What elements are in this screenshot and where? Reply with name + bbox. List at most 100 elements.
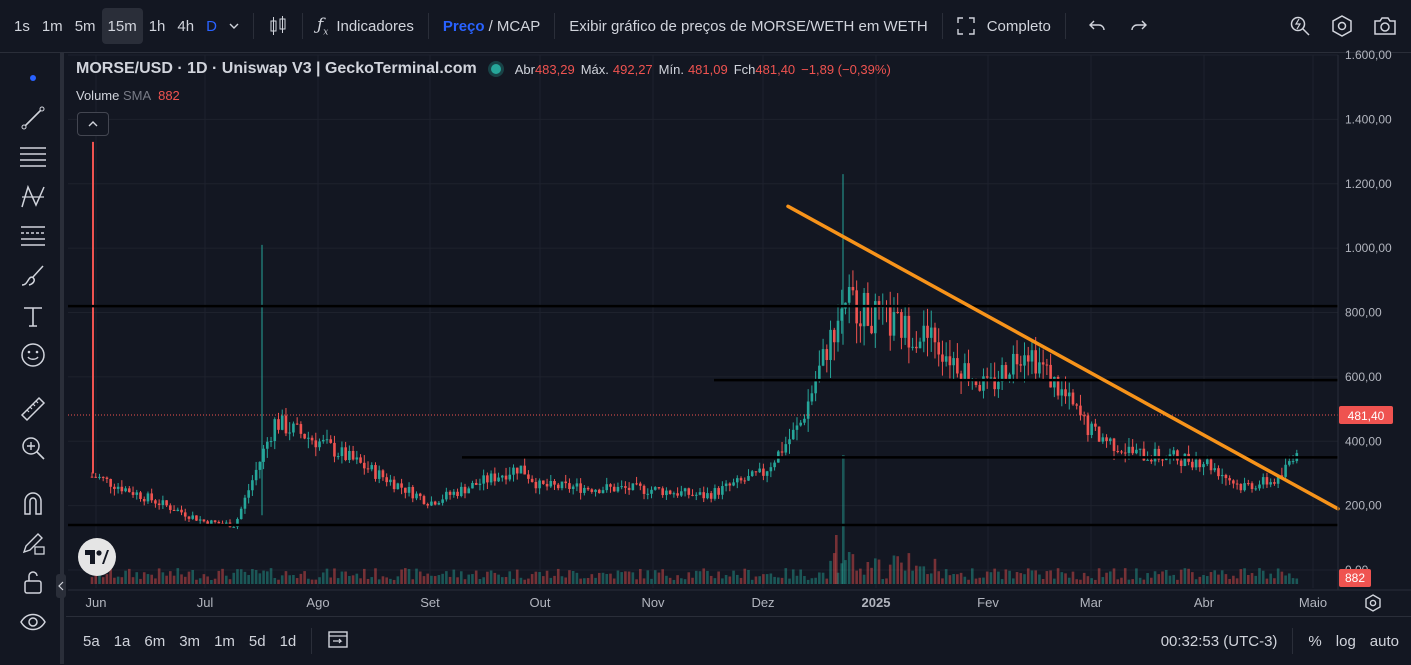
- candle-body: [1094, 423, 1097, 427]
- crosshair-icon[interactable]: [18, 63, 48, 93]
- redo-button[interactable]: [1120, 8, 1158, 44]
- log-toggle[interactable]: log: [1335, 632, 1356, 650]
- trendline-icon[interactable]: [18, 103, 48, 133]
- volume-bar: [918, 566, 922, 584]
- text-icon[interactable]: [18, 301, 48, 331]
- range-1m[interactable]: 1m: [214, 632, 235, 650]
- volume-bar: [128, 568, 131, 584]
- sidebar-collapse-handle[interactable]: [56, 574, 66, 598]
- candle-body: [1291, 461, 1295, 463]
- candle-body: [407, 487, 411, 493]
- volume-bar: [385, 577, 388, 584]
- auto-toggle[interactable]: auto: [1369, 632, 1399, 650]
- candle-body: [180, 509, 183, 513]
- volume-bar: [545, 570, 549, 584]
- candle-body: [217, 521, 221, 524]
- undo-icon: [1088, 20, 1105, 31]
- zoom-icon[interactable]: [18, 433, 48, 463]
- candle-body: [370, 465, 374, 470]
- volume-bar: [280, 575, 284, 584]
- candle-body: [1243, 483, 1246, 491]
- price-toggle[interactable]: Preço: [442, 17, 485, 35]
- indicators-button[interactable]: ƒx Indicadores: [311, 8, 420, 44]
- convert-weth-button[interactable]: Exibir gráfico de preços de MORSE/WETH e…: [569, 17, 928, 35]
- y-tick-label: 600,00: [1345, 370, 1382, 384]
- range-5d[interactable]: 5d: [248, 632, 266, 650]
- range-3m[interactable]: 3m: [179, 632, 201, 650]
- range-5y[interactable]: 5a: [83, 632, 100, 650]
- interval-dropdown-chevron-icon[interactable]: [223, 8, 245, 44]
- screenshot-button[interactable]: [1363, 8, 1411, 44]
- range-1d[interactable]: 1d: [279, 632, 297, 650]
- volume-bar: [948, 575, 952, 584]
- candle-body: [295, 423, 299, 425]
- tradingview-logo[interactable]: [78, 538, 116, 576]
- interval-1h[interactable]: 1h: [148, 17, 166, 35]
- volume-bar: [116, 576, 120, 584]
- undo-button[interactable]: [1074, 8, 1120, 44]
- candle-body: [732, 482, 735, 486]
- magnet-icon[interactable]: [18, 488, 48, 518]
- volume-bar: [493, 572, 497, 584]
- candle-body: [1194, 459, 1198, 468]
- symbol-title[interactable]: MORSE/USD · 1D · Uniswap V3 | GeckoTermi…: [76, 60, 477, 77]
- volume-bar: [963, 576, 967, 584]
- candle-body: [702, 492, 706, 499]
- fib-icon[interactable]: [18, 221, 48, 251]
- volume-bar: [724, 574, 728, 584]
- candle-body: [139, 492, 142, 499]
- lock-draw-icon[interactable]: [18, 528, 48, 558]
- candle-body: [799, 422, 802, 426]
- percent-toggle[interactable]: %: [1308, 632, 1322, 650]
- candle-body: [1247, 483, 1250, 485]
- candle-body: [750, 471, 754, 477]
- interval-1m[interactable]: 1m: [41, 17, 63, 35]
- emoji-icon[interactable]: [18, 340, 48, 370]
- interval-15m[interactable]: 15m: [101, 8, 143, 44]
- interval-d[interactable]: D: [206, 17, 217, 35]
- volume-bar: [243, 571, 247, 584]
- horizontal-lines-icon[interactable]: [18, 142, 48, 172]
- volume-label[interactable]: Volume: [76, 88, 120, 103]
- candle-body: [131, 492, 135, 495]
- candle-body: [814, 381, 817, 394]
- volume-bar: [847, 552, 851, 584]
- interval-1s[interactable]: 1s: [14, 17, 30, 35]
- clock-time[interactable]: 00:32:53 (UTC-3): [1160, 632, 1278, 650]
- brush-icon[interactable]: [18, 261, 48, 291]
- interval-5m[interactable]: 5m: [74, 17, 96, 35]
- fullscreen-button[interactable]: Completo: [951, 8, 1057, 44]
- candle-body: [1213, 468, 1217, 471]
- volume-bar: [1101, 577, 1105, 584]
- ruler-icon[interactable]: [18, 394, 48, 424]
- pattern-icon[interactable]: [18, 182, 48, 212]
- collapse-legend-button[interactable]: [77, 112, 109, 136]
- indicators-label: Indicadores: [336, 17, 414, 35]
- candle-body: [758, 468, 761, 473]
- volume-bar: [1094, 579, 1097, 584]
- mcap-toggle[interactable]: / MCAP: [488, 17, 541, 35]
- volume-bar: [735, 574, 739, 584]
- settings-button[interactable]: [1321, 8, 1363, 44]
- range-1y[interactable]: 1a: [113, 632, 131, 650]
- eye-icon[interactable]: [18, 607, 48, 637]
- interval-4h[interactable]: 4h: [177, 17, 195, 35]
- candle-body: [195, 515, 198, 521]
- candle-body: [448, 491, 452, 495]
- high-label: Máx.: [580, 61, 609, 77]
- range-6m[interactable]: 6m: [144, 632, 166, 650]
- goto-date-button[interactable]: [320, 629, 356, 653]
- unlock-icon[interactable]: [18, 567, 48, 597]
- candle-body: [497, 477, 500, 482]
- volume-bar: [523, 579, 526, 584]
- candle-body: [721, 486, 724, 495]
- quick-search-button[interactable]: [1279, 8, 1321, 44]
- redo-icon: [1131, 20, 1147, 31]
- candle-body: [866, 292, 870, 326]
- candles-type-icon[interactable]: [262, 8, 294, 44]
- volume-bar: [1034, 570, 1037, 584]
- candle-body: [862, 292, 866, 327]
- time-axis-settings-button[interactable]: [1362, 592, 1384, 614]
- x-tick-label: Mar: [1080, 595, 1103, 610]
- price-chart[interactable]: 1.600,00 1.400,00 1.200,00 1.000,00 800,00 60…: [0, 0, 1411, 616]
